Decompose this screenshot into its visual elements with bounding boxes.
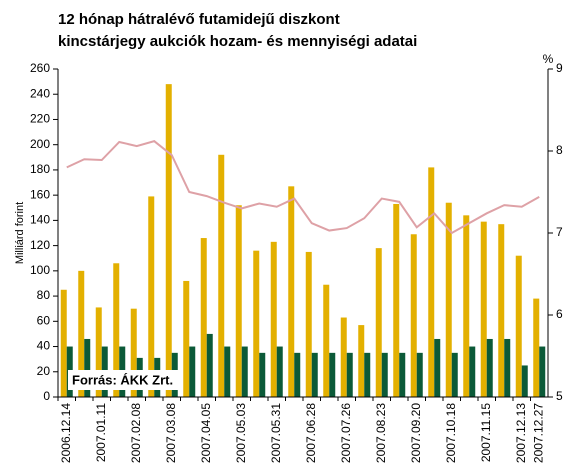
y-tick-label: 140: [30, 213, 50, 227]
x-tick-label: 2007.09.20: [409, 403, 423, 463]
bar: [183, 280, 190, 397]
x-tick-label: 2007.02.08: [129, 403, 143, 463]
bar: [515, 255, 522, 397]
bar: [224, 346, 231, 397]
x-tick-label: 2006.12.14: [59, 403, 73, 463]
bar: [206, 333, 213, 397]
bar: [346, 352, 353, 397]
bar: [329, 352, 336, 397]
bar: [451, 352, 458, 397]
bar: [399, 352, 406, 397]
y-tick-label: 20: [37, 364, 51, 378]
x-tick-label: 2007.05.31: [269, 403, 283, 463]
bar: [218, 154, 225, 397]
y-tick-label: 60: [37, 313, 51, 327]
x-tick-label: 2007.08.23: [374, 403, 388, 463]
x-tick-label: 2007.01.11: [94, 403, 108, 462]
y2-tick-label: 9: [556, 61, 563, 75]
source: Forrás: ÁKK Zrt.: [72, 372, 173, 387]
y-tick-label: 260: [30, 61, 50, 75]
y-tick-label: 200: [30, 137, 50, 151]
bar: [375, 248, 382, 397]
bar: [113, 263, 120, 397]
bar: [270, 241, 277, 397]
bar: [504, 338, 511, 397]
bar: [95, 307, 102, 397]
bar: [148, 196, 155, 397]
x-tick-label: 2007.12.27: [531, 403, 545, 463]
bar: [364, 352, 371, 397]
bar: [480, 221, 487, 397]
bar: [253, 250, 260, 397]
y2-axis-label: %: [543, 52, 554, 66]
bar: [533, 298, 540, 397]
y-tick-label: 40: [37, 339, 51, 353]
bar: [165, 84, 172, 397]
bar: [311, 352, 318, 397]
y2-tick-label: 6: [556, 307, 563, 321]
chart-title: 12 hónap hátralévő futamidejű diszkont: [58, 11, 340, 28]
x-tick-label: 2007.04.05: [199, 403, 213, 463]
bar: [498, 224, 505, 397]
y2-tick-label: 5: [556, 389, 563, 403]
bar: [241, 346, 248, 397]
y-tick-label: 0: [43, 389, 50, 403]
x-tick-label: 2007.10.18: [444, 403, 458, 463]
y-tick-label: 220: [30, 112, 50, 126]
line: [66, 140, 540, 235]
x-tick-label: 2007.12.13: [514, 403, 528, 463]
bar: [428, 167, 435, 397]
x-tick-label: 2007.07.26: [339, 403, 353, 463]
x-tick-label: 2007.06.28: [304, 403, 318, 463]
chart-title: kincstárjegy aukciók hozam- és mennyiség…: [58, 33, 417, 50]
bar: [259, 352, 266, 397]
bar: [393, 203, 400, 397]
y-tick-label: 80: [37, 288, 51, 302]
bar: [200, 238, 207, 397]
bar: [189, 346, 196, 397]
bar: [288, 186, 295, 397]
bar: [358, 325, 365, 397]
bar: [340, 317, 347, 397]
bar: [539, 346, 546, 397]
x-tick-label: 2007.05.03: [234, 403, 248, 463]
y-tick-label: 160: [30, 187, 50, 201]
y-axis-label: Milliárd forint: [14, 202, 26, 264]
bar: [410, 234, 417, 397]
bar: [305, 251, 312, 397]
bar: [84, 338, 91, 397]
bar: [130, 308, 137, 397]
bar: [294, 352, 301, 397]
y-tick-label: 100: [30, 263, 50, 277]
bar: [276, 346, 283, 397]
bar: [445, 202, 452, 397]
bar: [323, 284, 330, 397]
bar: [416, 352, 423, 397]
bar: [463, 215, 470, 397]
y2-tick-label: 7: [556, 225, 563, 239]
x-tick-label: 2007.11.15: [479, 403, 493, 462]
source-box: [68, 370, 180, 390]
bar: [486, 338, 493, 397]
y-tick-label: 120: [30, 238, 50, 252]
y2-tick-label: 8: [556, 143, 563, 157]
bar: [469, 346, 476, 397]
y-tick-label: 240: [30, 86, 50, 100]
x-tick-label: 2007.03.08: [164, 403, 178, 463]
bar: [381, 352, 388, 397]
y-tick-label: 180: [30, 162, 50, 176]
bar: [521, 365, 528, 397]
bar: [434, 338, 441, 397]
bar: [235, 205, 242, 397]
bar: [78, 270, 85, 397]
bar: [60, 289, 67, 397]
